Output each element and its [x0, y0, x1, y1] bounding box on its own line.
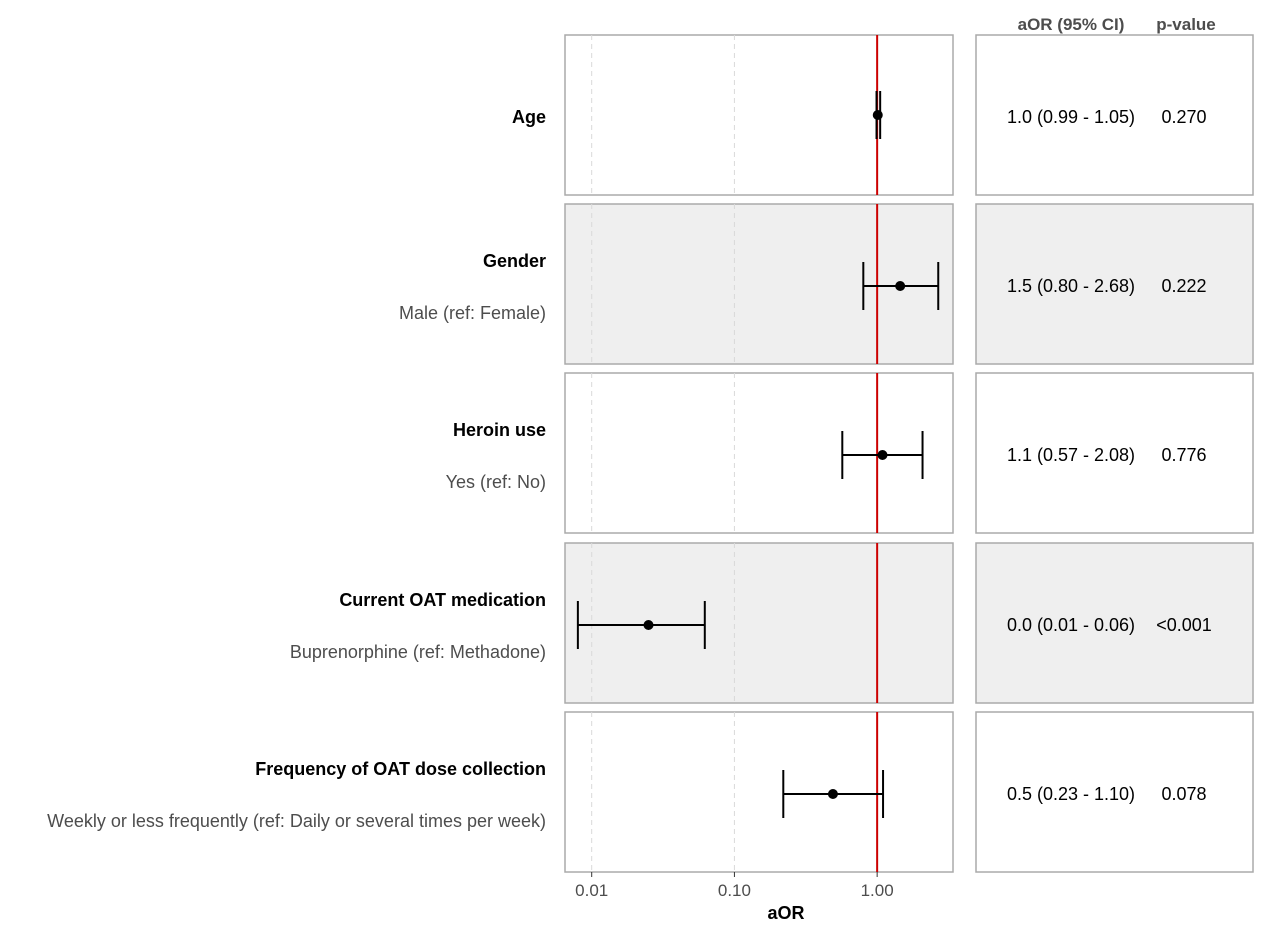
x-axis-title: aOR [767, 903, 804, 923]
x-tick-label-1: 0.01 [575, 881, 608, 900]
table-panel-5 [975, 711, 1254, 873]
p-column-header: p-value [1156, 15, 1216, 34]
table-panel-4 [975, 542, 1254, 704]
p-text-3: 0.776 [1161, 445, 1206, 465]
ci-text-3: 1.1 (0.57 - 2.08) [1007, 445, 1135, 465]
table-panel-3 [975, 372, 1254, 534]
level-label-4: Buprenorphine (ref: Methadone) [290, 642, 546, 662]
estimate-point-5 [827, 789, 838, 799]
variable-label-2: Gender [483, 251, 546, 271]
estimate-point-2 [895, 281, 906, 291]
ci-column-header: aOR (95% CI) [1018, 15, 1125, 34]
variable-label-3: Heroin use [453, 420, 546, 440]
variable-label-5: Frequency of OAT dose collection [255, 759, 546, 779]
variable-label-4: Current OAT medication [339, 590, 546, 610]
p-text-5: 0.078 [1161, 784, 1206, 804]
level-label-2: Male (ref: Female) [399, 303, 546, 323]
p-text-2: 0.222 [1161, 276, 1206, 296]
plot-panel-2 [564, 203, 954, 365]
p-text-4: <0.001 [1156, 615, 1212, 635]
plot-panel-1 [564, 34, 954, 196]
x-tick-label-2: 0.10 [718, 881, 751, 900]
x-tick-label-3: 1.00 [861, 881, 894, 900]
level-label-5: Weekly or less frequently (ref: Daily or… [47, 811, 546, 831]
estimate-point-1 [872, 110, 883, 120]
p-text-1: 0.270 [1161, 107, 1206, 127]
estimate-point-4 [643, 620, 654, 630]
table-panel-1 [975, 34, 1254, 196]
plot-panel-3 [564, 372, 954, 534]
level-label-3: Yes (ref: No) [446, 472, 546, 492]
ci-text-4: 0.0 (0.01 - 0.06) [1007, 615, 1135, 635]
plot-panel-5 [564, 711, 954, 873]
ci-text-2: 1.5 (0.80 - 2.68) [1007, 276, 1135, 296]
ci-text-5: 0.5 (0.23 - 1.10) [1007, 784, 1135, 804]
estimate-point-3 [877, 450, 888, 460]
ci-text-1: 1.0 (0.99 - 1.05) [1007, 107, 1135, 127]
table-panel-2 [975, 203, 1254, 365]
plot-panel-4 [564, 542, 954, 704]
variable-label-1: Age [512, 107, 546, 127]
